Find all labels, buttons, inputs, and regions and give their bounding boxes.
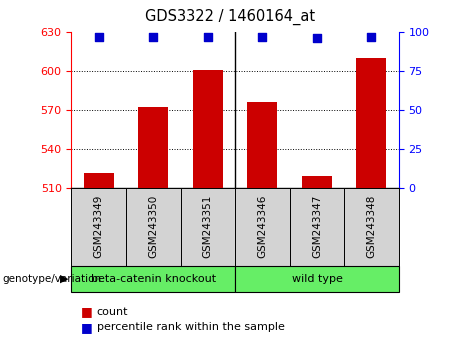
Point [204,34,212,39]
Bar [248,102,278,188]
Text: count: count [97,307,128,316]
Bar [356,58,386,188]
Text: wild type: wild type [291,274,343,284]
Bar [84,173,114,188]
Point [95,34,102,39]
Bar [138,107,168,188]
Text: beta-catenin knockout: beta-catenin knockout [91,274,216,284]
Text: GSM243347: GSM243347 [312,195,322,258]
Point [259,34,266,39]
Point [368,34,375,39]
Text: GSM243348: GSM243348 [366,195,377,258]
Text: ■: ■ [81,321,92,334]
Bar [193,69,223,188]
Point [149,34,157,39]
Text: genotype/variation: genotype/variation [2,274,101,284]
Text: GSM243350: GSM243350 [148,195,158,258]
Text: ▶: ▶ [60,274,68,284]
Text: GSM243346: GSM243346 [257,195,267,258]
Text: ■: ■ [81,305,92,318]
Text: percentile rank within the sample: percentile rank within the sample [97,322,285,332]
Point [313,35,321,41]
Text: GSM243351: GSM243351 [203,195,213,258]
Text: GDS3322 / 1460164_at: GDS3322 / 1460164_at [145,9,316,25]
Bar [302,176,332,188]
Text: GSM243349: GSM243349 [94,195,104,258]
